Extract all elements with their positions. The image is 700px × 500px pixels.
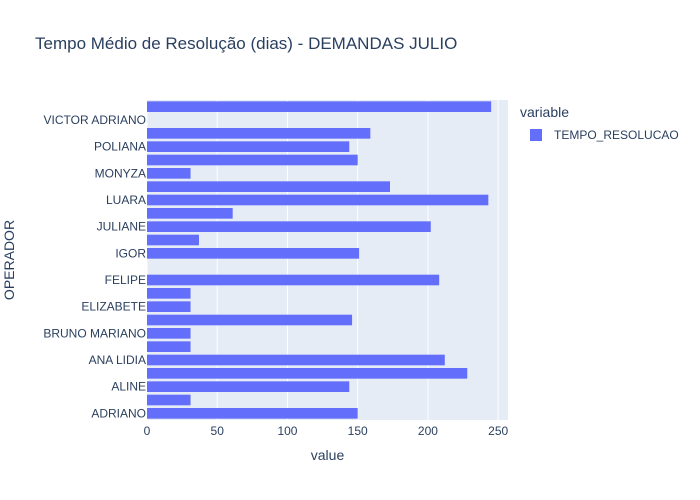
bar[interactable] — [147, 368, 468, 379]
bar[interactable] — [147, 288, 191, 299]
bar[interactable] — [147, 194, 489, 206]
bar[interactable] — [147, 301, 191, 312]
chart-title: Tempo Médio de Resolução (dias) - DEMAND… — [35, 34, 458, 53]
bar[interactable] — [147, 354, 445, 366]
x-tick-label: 50 — [211, 424, 225, 438]
bar[interactable] — [147, 234, 199, 246]
y-tick-label: ELIZABETE — [81, 300, 146, 314]
y-tick-label: ALINE — [111, 380, 146, 394]
bar[interactable] — [147, 101, 492, 112]
plot-area — [147, 100, 508, 420]
y-tick-label: POLIANA — [94, 140, 146, 154]
bar[interactable] — [147, 128, 371, 139]
bar[interactable] — [147, 341, 191, 352]
bar[interactable] — [147, 314, 353, 326]
y-tick-label: MONYZA — [95, 166, 146, 180]
x-axis-title: value — [311, 447, 345, 463]
bars — [147, 101, 492, 419]
bar[interactable] — [147, 394, 191, 406]
legend-label: TEMPO_RESOLUCAO — [554, 128, 679, 142]
y-tick-label: JULIANE — [97, 220, 146, 234]
bar[interactable] — [147, 154, 358, 166]
y-tick-label: IGOR — [115, 246, 146, 260]
bar[interactable] — [147, 141, 350, 152]
x-tick-label: 250 — [488, 424, 508, 438]
bar[interactable] — [147, 328, 191, 339]
bar[interactable] — [147, 208, 233, 219]
x-tick-label: 100 — [277, 424, 297, 438]
y-tick-labels: ADRIANO ALINE ANA LIDIA BRUNO MARIANO ELIZAB… — [43, 113, 146, 420]
bar[interactable] — [147, 181, 391, 192]
legend-swatch — [530, 129, 542, 141]
y-tick-label: BRUNO MARIANO — [43, 326, 146, 340]
y-tick-label: ADRIANO — [91, 406, 146, 420]
bar[interactable] — [147, 274, 440, 286]
bar[interactable] — [147, 408, 358, 419]
x-tick-label: 200 — [418, 424, 438, 438]
x-tick-label: 0 — [144, 424, 151, 438]
y-tick-label: ANA LIDIA — [89, 353, 146, 367]
bar[interactable] — [147, 381, 350, 392]
legend-item-tempo-resolucao[interactable]: TEMPO_RESOLUCAO — [520, 128, 679, 142]
y-tick-label: VICTOR ADRIANO — [44, 113, 146, 127]
x-tick-labels: 0 50 100 150 200 250 — [144, 424, 509, 438]
legend: variable TEMPO_RESOLUCAO — [520, 104, 679, 142]
bar[interactable] — [147, 168, 191, 179]
y-tick-label: FELIPE — [105, 273, 146, 287]
gridlines — [146, 100, 499, 420]
y-axis-title: OPERADOR — [1, 220, 17, 300]
bar[interactable] — [147, 248, 360, 259]
y-tick-label: LUARA — [106, 193, 146, 207]
x-tick-label: 150 — [348, 424, 368, 438]
legend-title: variable — [520, 104, 570, 120]
bar[interactable] — [147, 221, 431, 232]
